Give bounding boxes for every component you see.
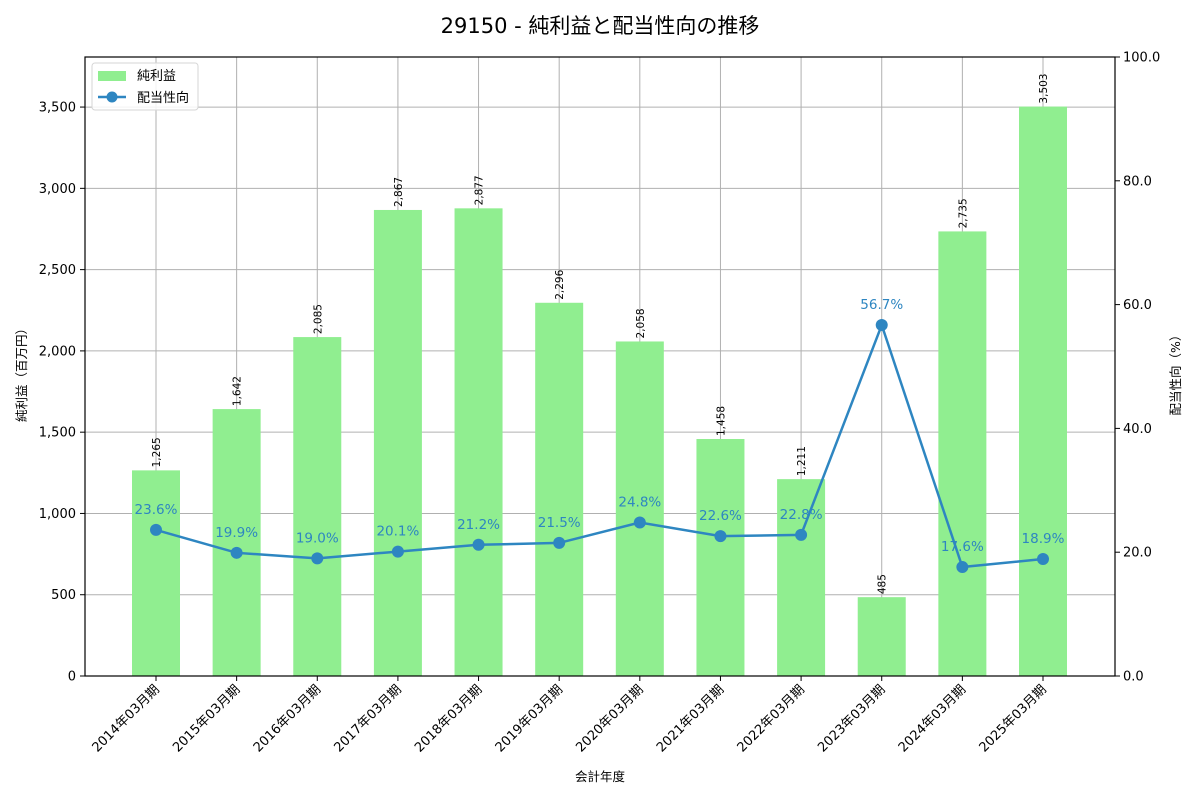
legend-marker-icon xyxy=(106,91,118,103)
plot-frame xyxy=(84,56,1116,677)
y2-tick-label: 40.0 xyxy=(1123,422,1152,437)
line-value-labels: 23.6% 19.9% 19.0% 20.1% 21.2% 21.5% 24.8% 22.6%… xyxy=(135,297,1065,555)
y2-tick-label: 0.0 xyxy=(1123,670,1144,685)
bar xyxy=(938,231,987,676)
payout-ratio-label: 56.7% xyxy=(860,297,903,313)
x-tick-label: 2024年03月期 xyxy=(896,682,969,755)
payout-ratio-label: 18.9% xyxy=(1022,531,1065,547)
bar-value-label: 1,642 xyxy=(232,376,244,406)
bar-value-label: 2,735 xyxy=(957,198,969,228)
payout-ratio-label: 21.2% xyxy=(457,517,500,533)
axes: 0 500 1,000 1,500 2,000 2,500 3,000 3,500 0.0 20.… xyxy=(14,51,1183,785)
data-point-marker xyxy=(714,530,727,543)
y2-tick-label: 100.0 xyxy=(1123,51,1160,66)
bar xyxy=(373,209,422,677)
data-point-marker xyxy=(1037,553,1049,566)
y2-axis-title: 配当性向（%） xyxy=(1168,329,1183,416)
x-tick-label: 2016年03月期 xyxy=(251,682,324,755)
bar xyxy=(454,208,503,676)
bar-value-label: 2,058 xyxy=(635,308,647,338)
legend-label-net-income: 純利益 xyxy=(137,69,176,84)
payout-ratio-label: 19.9% xyxy=(215,525,258,541)
bar xyxy=(1019,106,1067,677)
payout-ratio-label: 22.8% xyxy=(780,507,823,523)
payout-ratio-label: 17.6% xyxy=(941,539,984,555)
payout-ratio-label: 22.6% xyxy=(699,508,742,524)
y-tick-label: 1,500 xyxy=(39,426,76,441)
payout-ratio-label: 21.5% xyxy=(538,515,581,531)
bar-value-labels: 1,265 1,642 2,085 2,867 2,877 2,296 2,058 1,458… xyxy=(151,74,1050,595)
bar-value-label: 2,867 xyxy=(393,177,405,207)
x-tick-label: 2023年03月期 xyxy=(815,682,888,755)
y-tick-label: 2,500 xyxy=(39,263,76,278)
bar xyxy=(535,302,584,676)
bar-value-label: 1,211 xyxy=(796,446,808,476)
bar xyxy=(293,337,342,676)
x-tick-label: 2021年03月期 xyxy=(654,682,727,755)
bar-value-label: 2,296 xyxy=(554,269,566,299)
x-tick-label: 2015年03月期 xyxy=(170,682,243,755)
bar-value-label: 485 xyxy=(877,574,889,594)
data-point-marker xyxy=(150,523,162,536)
bar xyxy=(696,438,745,676)
y-tick-label: 3,500 xyxy=(39,101,76,116)
y-tick-label: 1,000 xyxy=(39,507,76,522)
data-point-marker xyxy=(875,319,888,332)
bar xyxy=(212,409,261,676)
bar-value-label: 3,503 xyxy=(1038,74,1050,104)
data-point-marker xyxy=(633,516,646,529)
x-tick-label: 2017年03月期 xyxy=(331,682,404,755)
chart-title: 29150 - 純利益と配当性向の推移 xyxy=(440,14,760,38)
y-tick-label: 3,000 xyxy=(39,182,76,197)
legend-bar-swatch xyxy=(98,71,126,81)
data-point-marker xyxy=(795,528,808,541)
payout-ratio-label: 20.1% xyxy=(376,524,419,540)
bar-series-net-income xyxy=(132,106,1067,677)
bar xyxy=(132,470,180,676)
payout-ratio-label: 24.8% xyxy=(618,494,661,510)
y2-tick-label: 20.0 xyxy=(1123,546,1152,561)
x-tick-label: 2014年03月期 xyxy=(90,682,163,755)
x-tick-label: 2019年03月期 xyxy=(493,682,566,755)
payout-ratio-label: 23.6% xyxy=(135,502,178,518)
y2-tick-label: 60.0 xyxy=(1123,298,1152,313)
bar-value-label: 1,265 xyxy=(151,437,163,467)
x-tick-label: 2020年03月期 xyxy=(573,682,646,755)
x-tick-label: 2022年03月期 xyxy=(735,682,808,755)
bar xyxy=(857,597,906,676)
y-axis-title: 純利益（百万円） xyxy=(14,322,29,422)
line-series-payout-ratio xyxy=(150,319,1049,574)
bar-value-label: 2,877 xyxy=(474,175,486,205)
data-point-marker xyxy=(553,536,566,549)
payout-ratio-line xyxy=(155,321,1044,569)
bar xyxy=(615,341,664,676)
data-point-marker xyxy=(956,561,969,574)
data-point-marker xyxy=(472,538,485,551)
bar-value-label: 2,085 xyxy=(312,304,324,334)
legend-label-payout-ratio: 配当性向 xyxy=(137,90,189,106)
y-tick-label: 0 xyxy=(68,670,76,685)
y2-tick-label: 80.0 xyxy=(1123,174,1152,189)
bar xyxy=(777,479,826,676)
bar-value-label: 1,458 xyxy=(715,406,727,436)
y-tick-label: 500 xyxy=(51,588,76,603)
y-tick-label: 2,000 xyxy=(39,344,76,359)
data-point-marker xyxy=(391,545,404,558)
x-tick-label: 2018年03月期 xyxy=(412,682,485,755)
data-point-marker xyxy=(311,552,324,565)
x-tick-label: 2025年03月期 xyxy=(977,682,1050,755)
x-axis-title: 会計年度 xyxy=(575,769,626,784)
data-point-marker xyxy=(230,546,243,559)
payout-ratio-label: 19.0% xyxy=(296,530,339,546)
